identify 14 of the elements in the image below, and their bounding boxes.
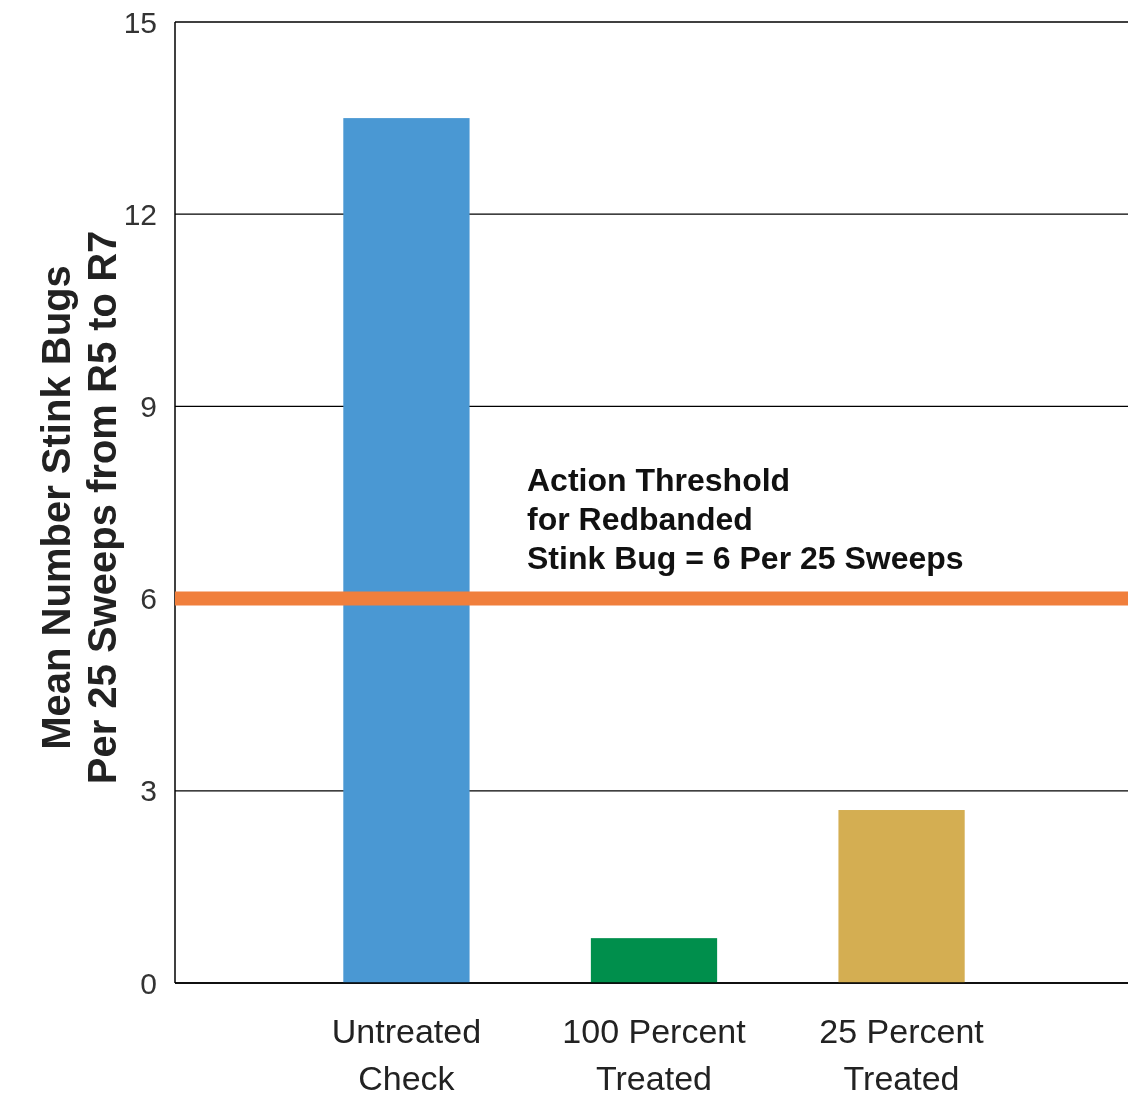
x-tick-label: 100 Percent Treated (562, 1012, 747, 1096)
y-tick-label: 12 (123, 197, 157, 231)
y-tick-label: 9 (140, 389, 157, 423)
y-tick-label: 6 (140, 582, 157, 616)
bar (838, 810, 965, 983)
bar (590, 938, 718, 983)
ref-line-label: Action Threshold for Redbanded Stink Bug = 6 Per 25 Sweeps (527, 461, 964, 576)
y-axis-title: Mean Number Stink Bugs Per 25 Sweeps from R5 to R7 (34, 230, 124, 785)
x-tick-label: 25 Percent Treated (819, 1012, 985, 1096)
x-tick-label: Untreated Check (331, 1012, 482, 1096)
y-tick-label: 0 (140, 966, 157, 1000)
y-tick-label: 3 (140, 774, 157, 808)
y-tick-label: 15 (123, 5, 157, 39)
bar (343, 118, 470, 983)
